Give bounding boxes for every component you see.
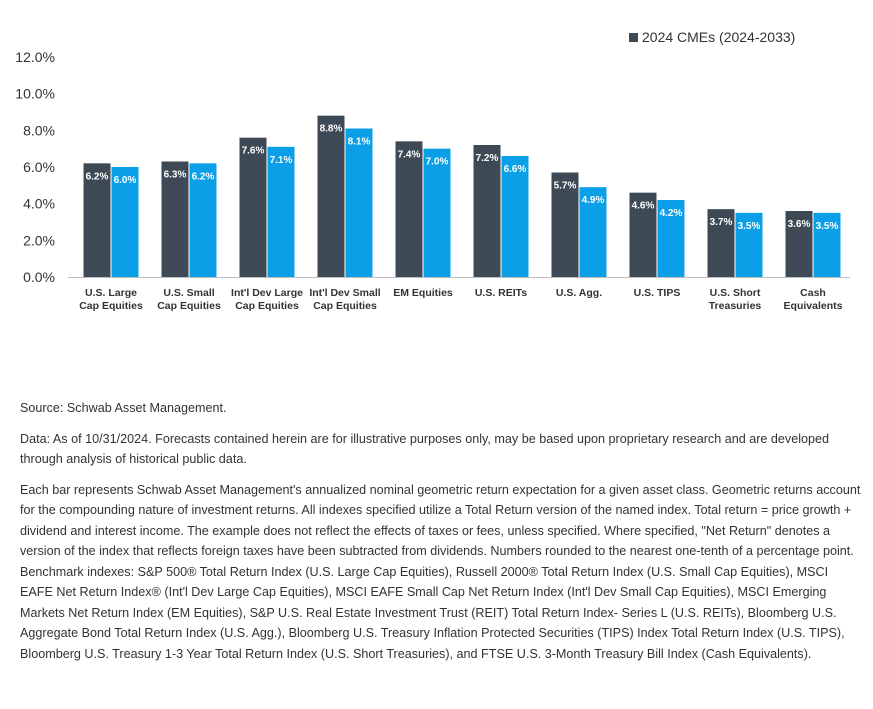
x-tick-label: Cap Equities (157, 300, 221, 312)
bar-value-label: 6.0% (114, 175, 137, 186)
bar-value-label: 7.4% (398, 149, 421, 160)
x-tick-label: EM Equities (393, 287, 453, 299)
x-tick-label: Cap Equities (79, 300, 143, 312)
bar (189, 163, 217, 277)
bar (111, 167, 139, 277)
bar-value-label: 6.2% (192, 171, 215, 182)
chart-legend: 2024 CMEs (2024-2033) (629, 29, 795, 45)
bar-value-label: 7.6% (242, 146, 265, 157)
bar (813, 212, 841, 277)
chart-notes: Source: Schwab Asset Management. Data: A… (20, 398, 862, 674)
x-tick-label: Int'l Dev Large (231, 287, 303, 299)
bar-value-label: 3.5% (816, 221, 839, 232)
bar-value-label: 7.0% (426, 157, 449, 168)
bar (735, 212, 763, 277)
x-tick-label: U.S. REITs (475, 287, 527, 299)
bar (657, 200, 685, 277)
bar-value-label: 4.6% (632, 201, 655, 212)
legend-swatch (629, 32, 638, 42)
bar-value-label: 7.1% (270, 155, 293, 166)
bar (423, 148, 451, 277)
x-tick-label: U.S. TIPS (634, 287, 681, 299)
bar-value-label: 3.5% (738, 221, 761, 232)
bar-value-label: 4.9% (582, 195, 605, 206)
bar (395, 141, 423, 277)
x-tick-label: Int'l Dev Small (309, 287, 380, 299)
bar-chart: 0.0% 2.0% 4.0% 6.0% 8.0% 10.0% 12.0% 6.2% 6.0% U.… (15, 49, 850, 312)
y-tick-label: 2.0% (23, 232, 55, 248)
bar-value-label: 7.2% (476, 153, 499, 164)
x-tick-label: U.S. Agg. (556, 287, 602, 299)
y-tick-label: 6.0% (23, 159, 55, 175)
x-tick-label: U.S. Short (710, 287, 761, 299)
bar-value-label: 3.7% (710, 217, 733, 228)
bar (239, 137, 267, 277)
bar (83, 163, 111, 277)
bar (161, 161, 189, 277)
x-tick-label: Cap Equities (235, 300, 299, 312)
bar (345, 128, 373, 277)
bar-value-label: 5.7% (554, 181, 577, 192)
bar (267, 146, 295, 277)
x-tick-label: U.S. Large (85, 287, 137, 299)
bar (501, 156, 529, 277)
bar (551, 172, 579, 277)
x-tick-label: Cash (800, 287, 826, 299)
bar (579, 187, 607, 277)
bar-value-label: 8.8% (320, 124, 343, 135)
data-note: Data: As of 10/31/2024. Forecasts contai… (20, 431, 830, 467)
bar-value-label: 6.3% (164, 170, 187, 181)
bar (707, 209, 735, 277)
bar (473, 145, 501, 277)
bar-value-label: 3.6% (788, 219, 811, 230)
bar-value-label: 8.1% (348, 137, 371, 148)
x-tick-label: Cap Equities (313, 300, 377, 312)
source-note: Source: Schwab Asset Management. (20, 401, 227, 415)
bar (785, 211, 813, 277)
bar (317, 115, 345, 278)
y-tick-label: 10.0% (15, 86, 55, 102)
x-tick-label: U.S. Small (163, 287, 214, 299)
bar (629, 192, 657, 277)
bar-value-label: 6.2% (86, 171, 109, 182)
x-tick-label: Equivalents (784, 300, 843, 312)
x-tick-label: Treasuries (709, 300, 762, 312)
y-tick-label: 0.0% (23, 269, 55, 285)
y-tick-label: 8.0% (23, 122, 55, 138)
y-tick-label: 4.0% (23, 196, 55, 212)
description-note: Each bar represents Schwab Asset Managem… (20, 482, 861, 661)
legend-label: 2024 CMEs (2024-2033) (642, 29, 796, 45)
bar-value-label: 6.6% (504, 164, 527, 175)
y-tick-label: 12.0% (15, 49, 55, 65)
bar-value-label: 4.2% (660, 208, 683, 219)
